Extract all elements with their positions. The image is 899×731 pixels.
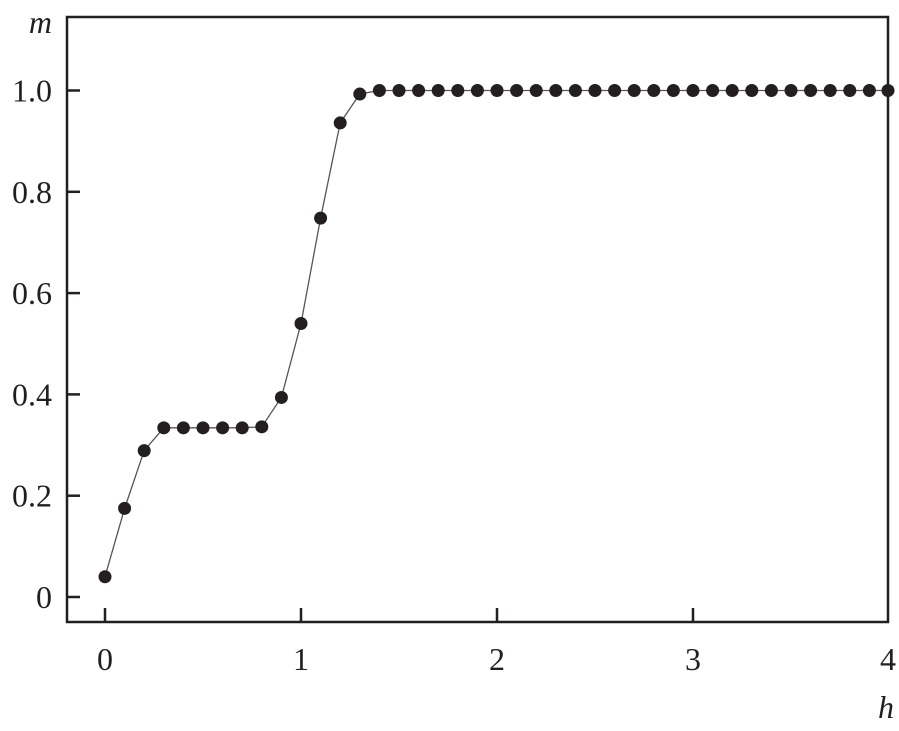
y-tick-label: 0.2	[12, 478, 52, 514]
plot-frame	[65, 15, 890, 624]
data-point	[804, 84, 818, 97]
data-point	[666, 84, 680, 97]
data-point	[392, 84, 406, 97]
data-point	[823, 84, 837, 97]
data-point	[568, 84, 582, 97]
data-point	[627, 84, 641, 97]
data-point	[862, 84, 876, 97]
data-point	[725, 84, 739, 97]
data-point	[98, 570, 112, 584]
y-tick-label: 0.8	[12, 174, 52, 210]
y-axis-label: m	[29, 4, 52, 40]
data-point	[549, 84, 563, 97]
data-point	[686, 84, 700, 97]
data-point	[588, 84, 602, 97]
series-points	[98, 84, 895, 584]
data-point	[157, 421, 171, 435]
series-line	[104, 89, 889, 577]
data-point	[255, 420, 269, 434]
data-point	[490, 84, 504, 97]
data-point	[176, 421, 190, 435]
y-axis: 0 0.2 0.4 0.6 0.8 1.0	[12, 73, 80, 615]
data-point	[608, 84, 622, 97]
data-point	[353, 87, 367, 101]
x-tick-label: 1	[293, 641, 309, 677]
data-point	[314, 211, 328, 225]
x-tick-label: 2	[489, 641, 505, 677]
x-axis: 0 1 2 3 4	[97, 608, 896, 677]
data-point	[235, 421, 249, 435]
data-point	[118, 501, 132, 515]
data-point	[881, 84, 895, 97]
x-axis-label: h	[878, 689, 894, 725]
y-tick-label: 1.0	[12, 73, 52, 109]
y-tick-label: 0	[36, 579, 52, 615]
data-point	[372, 84, 386, 97]
data-point	[784, 84, 798, 97]
data-point	[470, 84, 484, 97]
data-point	[529, 84, 543, 97]
x-tick-label: 3	[685, 641, 701, 677]
y-tick-label: 0.4	[12, 376, 52, 412]
data-point	[647, 84, 661, 97]
x-tick-label: 0	[97, 641, 113, 677]
data-point	[274, 390, 288, 404]
data-point	[843, 84, 857, 97]
data-point	[333, 116, 347, 130]
data-point	[764, 84, 778, 97]
data-point	[412, 84, 426, 97]
data-point	[745, 84, 759, 97]
data-point	[294, 316, 308, 330]
y-tick-label: 0.6	[12, 275, 52, 311]
x-tick-label: 4	[880, 641, 896, 677]
data-point	[510, 84, 524, 97]
data-point	[196, 421, 210, 435]
data-point	[431, 84, 445, 97]
series-line-path	[104, 89, 889, 577]
data-point	[216, 421, 230, 435]
data-point	[706, 84, 720, 97]
data-point	[451, 84, 465, 97]
data-point	[137, 444, 151, 458]
